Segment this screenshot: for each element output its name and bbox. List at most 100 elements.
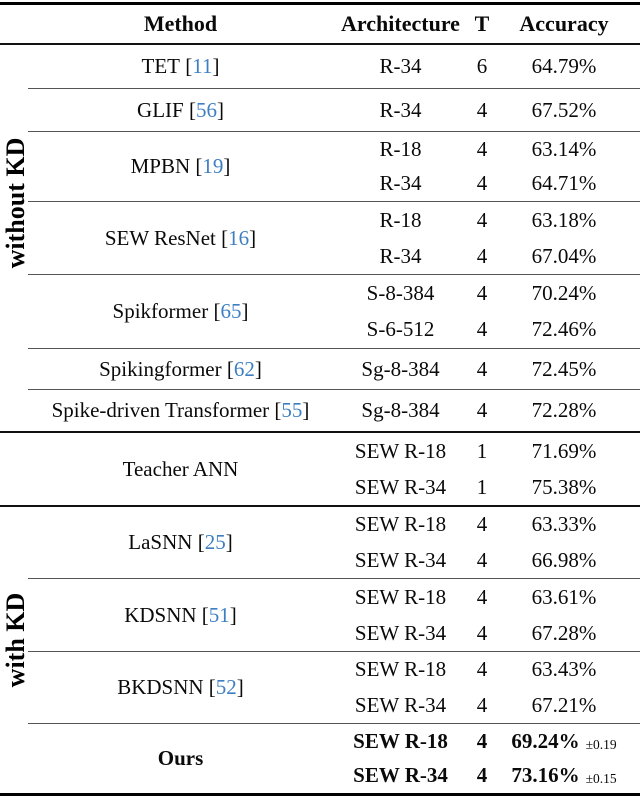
citation-link[interactable]: 11 [192,54,213,78]
citation-link[interactable]: 56 [195,97,217,122]
citation-link[interactable]: 52 [215,675,237,699]
method-name: GLIF [137,97,184,122]
citation-link[interactable]: 19 [202,154,224,178]
accuracy-cell: 72.45% [531,356,597,381]
method-cell: Ours [] [28,724,333,793]
subrow: SEW R-18 4 63.61% [333,584,640,609]
subrow: SEW R-18 4 63.33% [333,514,640,535]
timestep-cell: 4 [476,207,488,232]
method-name: BKDSNN [117,675,204,699]
architecture-cell: R-34 [379,171,422,196]
subrow: SEW R-34 1 75.38% [333,474,640,499]
subrow: R-34 6 64.79% [333,56,640,77]
accuracy-cell: 63.14% [531,136,597,161]
citation-link[interactable]: 62 [233,356,255,381]
row-group-glif: GLIF [56] R-34 4 67.52% [0,89,640,131]
accuracy-cell: 63.33% [531,512,597,537]
citation-bracket: [55] [269,398,310,422]
architecture-cell: SEW R-34 [354,547,447,572]
header-row: Method Architecture T Accuracy [0,5,640,43]
subrow: Sg-8-384 4 72.45% [333,356,640,381]
architecture-cell: SEW R-34 [354,620,447,645]
accuracy-cell: 67.21% [531,692,597,717]
method-cell: Spike-driven Transformer [55] [28,390,333,431]
header-accuracy: Accuracy [519,11,609,36]
timestep-cell: 6 [476,54,488,78]
row-group-sew-resnet: SEW ResNet [16] R-18 4 63.18% R-34 4 67.… [0,202,640,274]
citation-link[interactable]: 65 [220,299,242,323]
subrow: SEW R-34 4 73.16% ±0.15 [333,765,640,786]
subrow: S-8-384 4 70.24% [333,280,640,305]
accuracy-cell: 64.71% [531,171,597,196]
method-cell: KDSNN [51] [28,579,333,651]
group-rule [28,348,640,349]
citation-link[interactable]: 55 [281,398,303,422]
header-rule [0,43,640,45]
bottom-rule [0,793,640,796]
timestep-cell: 4 [476,398,488,422]
subrow: Sg-8-384 4 72.28% [333,400,640,421]
method-cell: Spikingformer [62] [28,349,333,389]
row-group-bkdsnn: BKDSNN [52] SEW R-18 4 63.43% SEW R-34 4… [0,652,640,723]
citation-bracket: [16] [215,225,257,250]
subrow: SEW R-34 4 67.21% [333,692,640,717]
architecture-cell: S-8-384 [366,280,435,305]
accuracy-cell: 73.16% ±0.15 [496,765,640,786]
method-name: Ours [157,746,204,770]
citation-link[interactable]: 51 [208,602,230,627]
timestep-cell: 4 [476,584,488,609]
timestep-cell: 1 [476,474,488,499]
accuracy-std: ±0.15 [585,771,617,787]
citation-bracket: [65] [208,299,249,323]
accuracy-cell: 67.28% [531,620,597,645]
row-group-lasnn: LaSNN [25] SEW R-18 4 63.33% SEW R-34 4 … [0,507,640,578]
row-group-tet: TET [11] R-34 6 64.79% [0,45,640,88]
subrow: SEW R-18 1 71.69% [333,438,640,463]
timestep-cell: 4 [476,512,488,537]
method-name: TET [141,54,180,78]
row-group-teacher-ann: Teacher ANN [] SEW R-18 1 71.69% SEW R-3… [0,433,640,505]
top-rule [0,2,640,5]
citation-link[interactable]: 25 [204,530,226,554]
citation-bracket: [56] [183,97,224,122]
group-rule [28,389,640,390]
group-rule [28,274,640,275]
header-method: Method [143,11,218,36]
method-cell: BKDSNN [52] [28,652,333,723]
method-cell: Spikformer [65] [28,275,333,348]
method-cell: MPBN [19] [28,132,333,201]
subrow: R-18 4 63.18% [333,207,640,232]
group-rule [28,651,640,652]
method-name: Spike-driven Transformer [51,398,270,422]
accuracy-cell: 64.79% [531,54,597,78]
accuracy-cell: 72.28% [531,398,597,422]
timestep-cell: 4 [476,243,488,268]
timestep-cell: 4 [476,317,488,342]
subrow: SEW R-18 4 69.24% ±0.19 [333,730,640,752]
accuracy-cell: 67.52% [531,97,597,122]
row-group-spikformer: Spikformer [65] S-8-384 4 70.24% S-6-512… [0,275,640,348]
citation-bracket: [25] [192,530,233,554]
group-rule [28,723,640,724]
timestep-cell: 4 [476,692,488,717]
accuracy-value: 73.16% [511,763,580,788]
group-rule [28,578,640,579]
citation-bracket: [52] [203,675,244,699]
accuracy-cell: 63.61% [531,584,597,609]
method-name: Spikformer [112,299,209,323]
side-label-with-kd: with KD [1,592,30,688]
timestep-cell: 4 [476,171,488,196]
accuracy-cell: 63.43% [531,657,597,682]
timestep-cell: 4 [476,763,488,788]
architecture-cell: R-34 [379,243,422,268]
group-rule [28,131,640,132]
subrow: R-18 4 63.14% [333,136,640,161]
method-cell: Teacher ANN [] [28,433,333,505]
citation-link[interactable]: 16 [228,225,250,250]
citation-bracket: [19] [190,154,231,178]
architecture-cell: R-34 [379,54,422,78]
citation-bracket: [51] [196,602,237,627]
architecture-cell: SEW R-18 [354,657,447,682]
architecture-cell: R-18 [379,207,422,232]
architecture-cell: SEW R-18 [354,438,447,463]
